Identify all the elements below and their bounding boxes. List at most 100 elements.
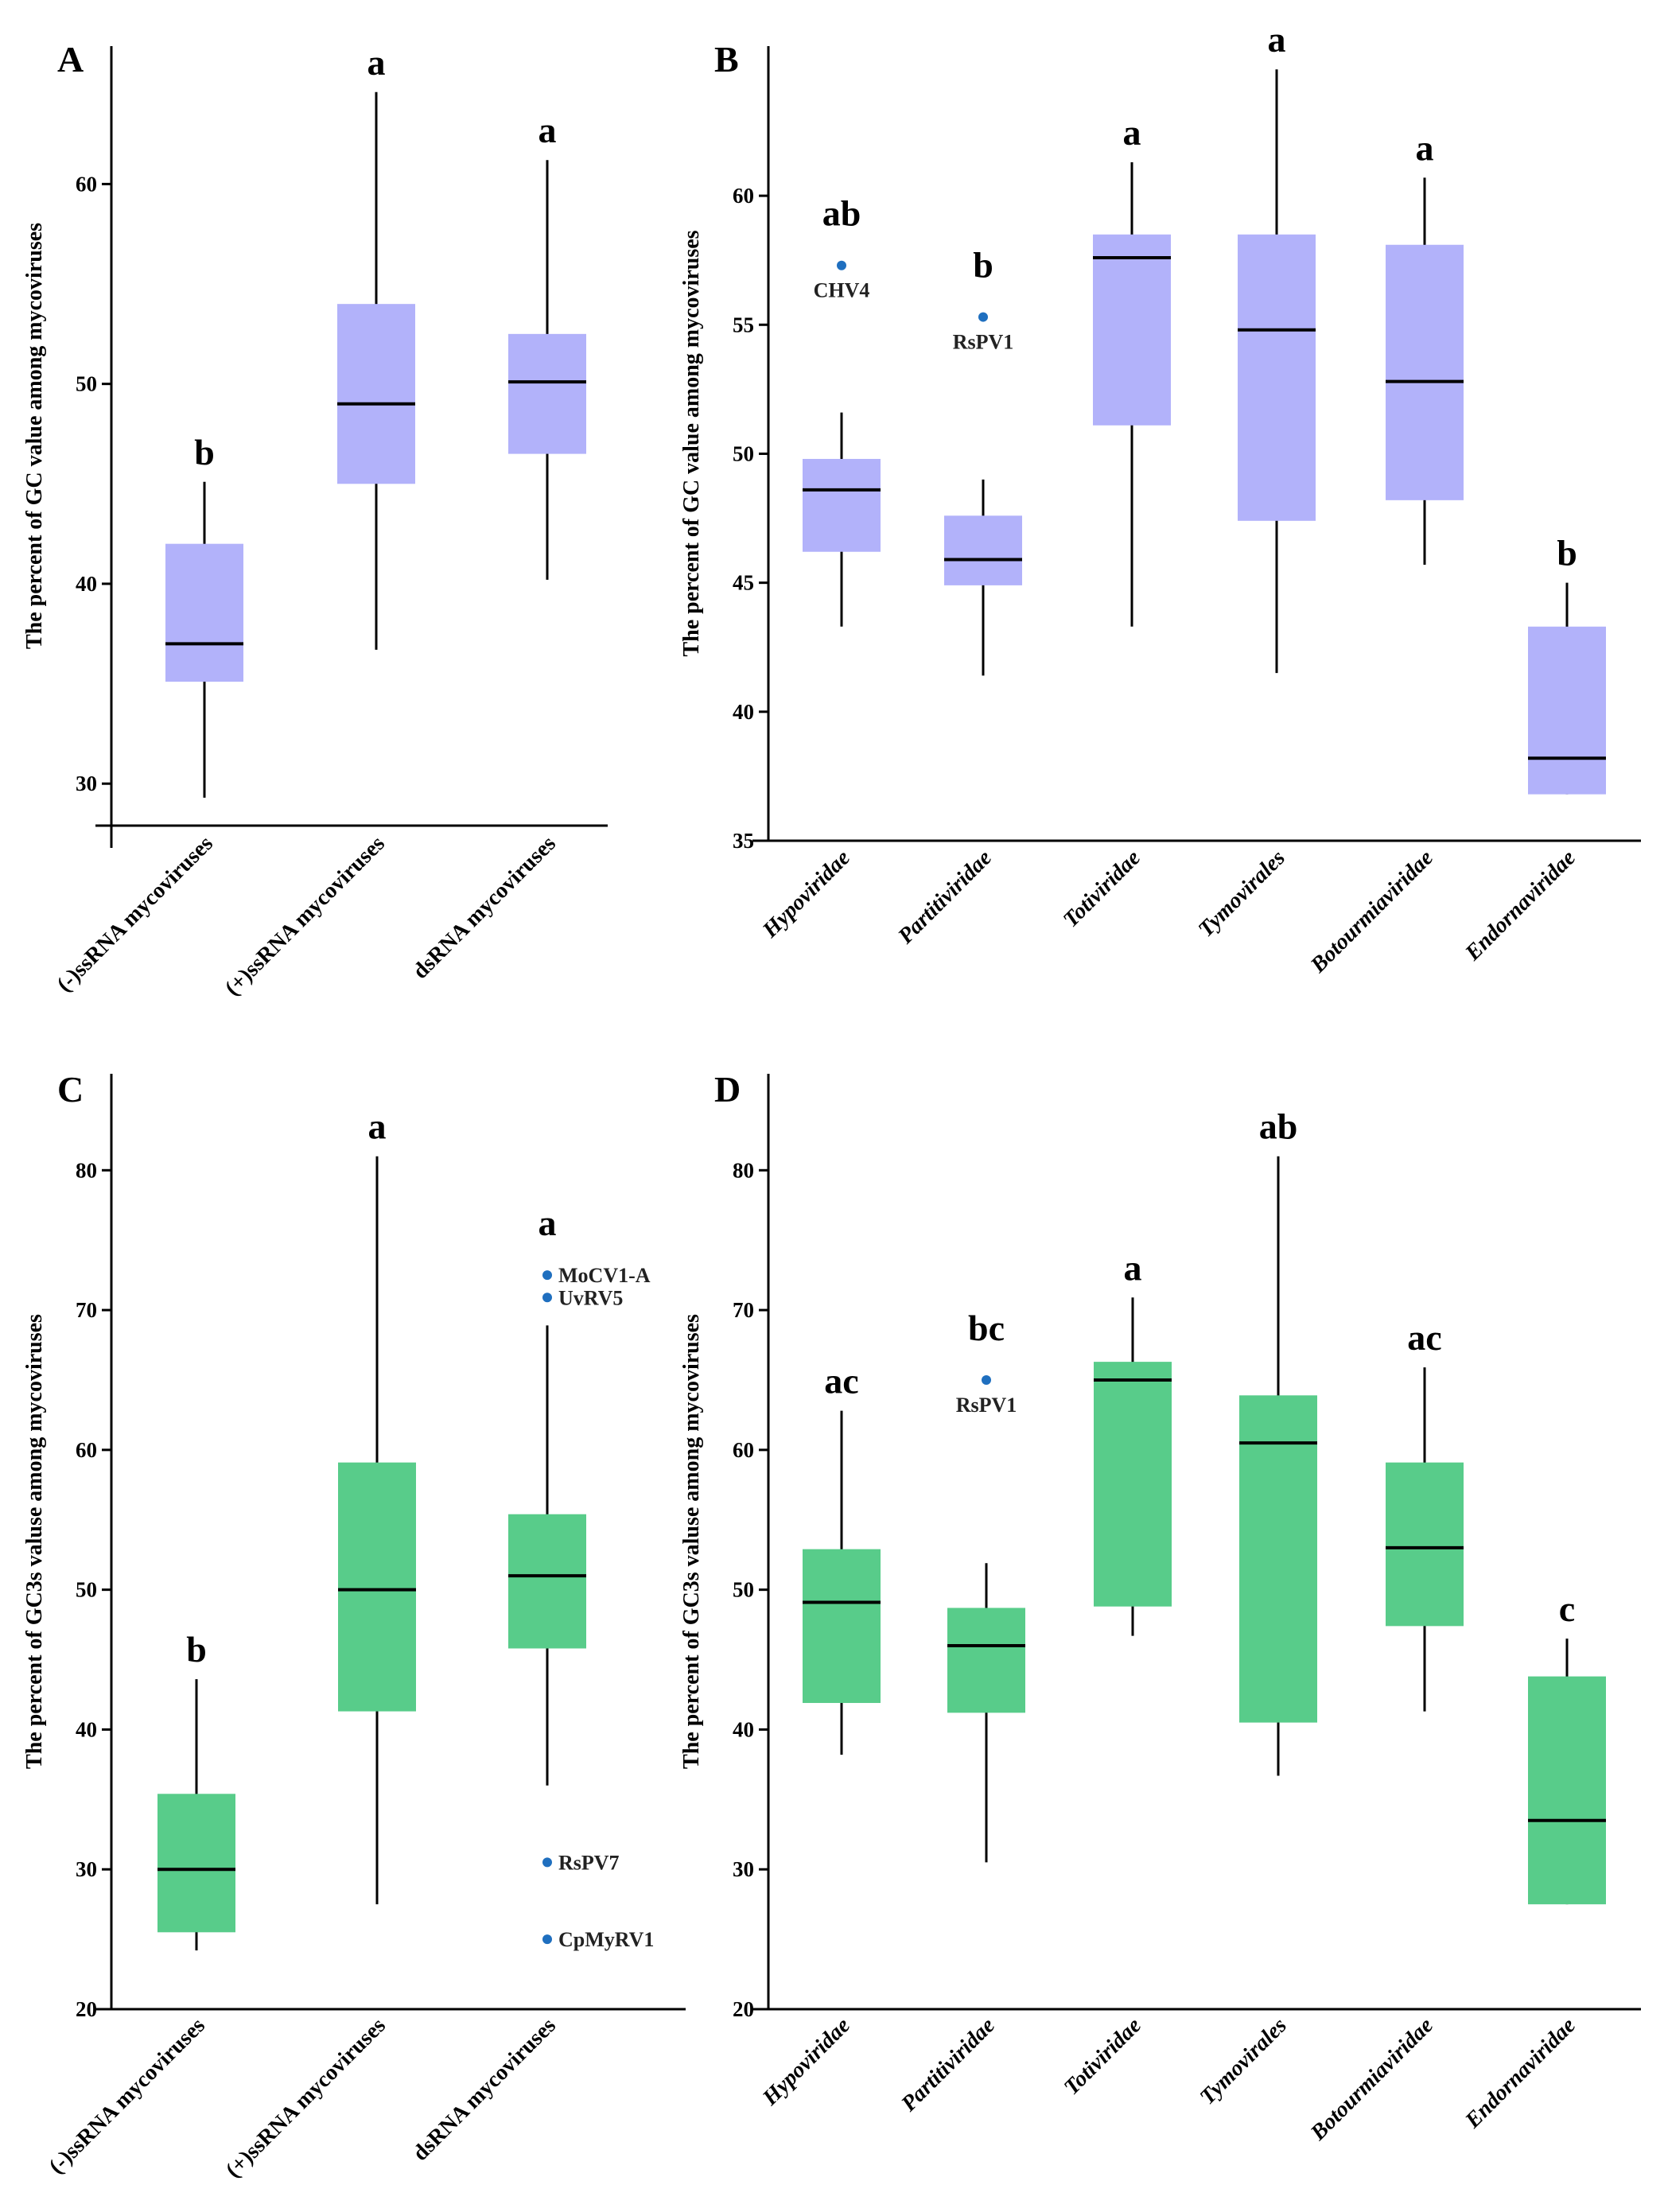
box-d-partitiviridae xyxy=(947,1607,1025,1713)
y-tick-label-a-40: 40 xyxy=(76,572,97,596)
x-tick-label-d-endornaviridae: Endornaviridae xyxy=(1460,2013,1581,2133)
y-tick-label-c-60: 60 xyxy=(76,1438,97,1462)
y-tick-label-d-30: 30 xyxy=(733,1857,754,1881)
x-tick-label-b-tymovirales: Tymovirales xyxy=(1194,846,1290,942)
significance-letter-b-botourmiaviridae: a xyxy=(1416,127,1434,168)
y-tick-label-b-60: 60 xyxy=(733,184,754,208)
outlier-point-c-dsrna-mycoviruses-uvrv5 xyxy=(542,1293,552,1303)
box-c-ssrna-mycoviruses xyxy=(157,1794,235,1933)
y-tick-label-b-50: 50 xyxy=(733,441,754,465)
x-tick-label-a-ssrna-mycoviruses: (+)ssRNA mycoviruses xyxy=(220,831,390,1001)
outlier-point-c-dsrna-mycoviruses-rspv7 xyxy=(542,1857,552,1868)
y-tick-label-a-50: 50 xyxy=(76,372,97,396)
significance-letter-c-dsrna-mycoviruses: a xyxy=(539,1203,557,1243)
box-a-ssrna-mycoviruses xyxy=(165,543,243,682)
box-d-tymovirales xyxy=(1239,1395,1317,1723)
box-d-botourmiaviridae xyxy=(1386,1462,1464,1627)
outlier-point-c-dsrna-mycoviruses-mocv1-a xyxy=(542,1270,552,1281)
x-tick-label-b-hypoviridae: Hypoviridae xyxy=(757,846,855,943)
outlier-label-b-partitiviridae-rspv1: RsPV1 xyxy=(953,331,1014,354)
outlier-label-c-dsrna-mycoviruses-cpmyrv1: CpMyRV1 xyxy=(558,1928,654,1951)
panel-letter-d: D xyxy=(714,1069,741,1110)
significance-letter-d-totiviridae: a xyxy=(1124,1247,1142,1288)
y-axis-label-d: The percent of GC3s valuse among mycovir… xyxy=(679,1314,704,1769)
y-tick-label-b-45: 45 xyxy=(733,571,754,595)
panel-c: C 20 30 40 50 60 70 80 The percent of GC3s valus… xyxy=(22,1069,686,2183)
y-tick-label-a-30: 30 xyxy=(76,772,97,795)
box-a-dsrna-mycoviruses xyxy=(508,333,586,454)
box-b-totiviridae xyxy=(1093,234,1171,426)
x-tick-label-b-endornaviridae: Endornaviridae xyxy=(1460,846,1581,966)
y-tick-label-a-60: 60 xyxy=(76,172,97,196)
box-d-totiviridae xyxy=(1094,1362,1172,1607)
significance-letter-a-ssrna-mycoviruses: b xyxy=(194,432,215,472)
box-d-endornaviridae xyxy=(1528,1676,1606,1905)
y-tick-label-c-30: 30 xyxy=(76,1857,97,1881)
y-tick-label-c-40: 40 xyxy=(76,1717,97,1741)
box-c-dsrna-mycoviruses xyxy=(508,1514,586,1649)
significance-letter-a-ssrna-mycoviruses: a xyxy=(367,42,386,83)
y-tick-label-d-80: 80 xyxy=(733,1158,754,1182)
panel-letter-c: C xyxy=(57,1069,84,1110)
significance-letter-c-ssrna-mycoviruses: b xyxy=(186,1629,207,1670)
y-tick-label-c-20: 20 xyxy=(76,1997,97,2021)
y-tick-label-b-40: 40 xyxy=(733,700,754,724)
box-b-hypoviridae xyxy=(803,458,881,552)
significance-letter-d-hypoviridae: ac xyxy=(824,1361,858,1401)
significance-letter-d-endornaviridae: c xyxy=(1559,1588,1575,1629)
y-tick-label-d-70: 70 xyxy=(733,1298,754,1322)
y-tick-label-b-35: 35 xyxy=(733,829,754,853)
x-tick-label-d-partitiviridae: Partitiviridae xyxy=(896,2013,1000,2117)
x-tick-label-b-totiviridae: Totiviridae xyxy=(1059,846,1145,932)
significance-letter-b-tymovirales: a xyxy=(1268,19,1286,60)
outlier-point-d-partitiviridae-rspv1 xyxy=(982,1374,991,1385)
outlier-label-c-dsrna-mycoviruses-rspv7: RsPV7 xyxy=(558,1851,620,1874)
box-c-ssrna-mycoviruses xyxy=(338,1462,416,1712)
x-tick-label-c-dsrna-mycoviruses: dsRNA mycoviruses xyxy=(408,2013,561,2166)
y-tick-label-c-50: 50 xyxy=(76,1578,97,1602)
outlier-point-b-partitiviridae-rspv1 xyxy=(978,312,988,322)
y-tick-label-d-50: 50 xyxy=(733,1578,754,1602)
y-tick-label-d-40: 40 xyxy=(733,1717,754,1741)
outlier-label-d-partitiviridae-rspv1: RsPV1 xyxy=(956,1394,1017,1417)
x-tick-label-d-hypoviridae: Hypoviridae xyxy=(757,2013,855,2111)
outlier-label-c-dsrna-mycoviruses-mocv1-a: MoCV1-A xyxy=(558,1264,651,1287)
x-tick-label-d-totiviridae: Totiviridae xyxy=(1060,2013,1146,2100)
x-tick-label-c-ssrna-mycoviruses: (+)ssRNA mycoviruses xyxy=(221,2013,391,2183)
y-axis-label-a: The percent of GC value among mycoviruse… xyxy=(22,223,47,649)
outlier-label-b-hypoviridae-chv4: CHV4 xyxy=(814,279,870,302)
significance-letter-b-totiviridae: a xyxy=(1123,112,1141,153)
box-b-tymovirales xyxy=(1238,234,1316,521)
significance-letter-d-botourmiaviridae: ac xyxy=(1407,1317,1441,1358)
y-tick-label-c-80: 80 xyxy=(76,1158,97,1182)
x-tick-label-b-partitiviridae: Partitiviridae xyxy=(893,846,997,949)
y-tick-label-d-60: 60 xyxy=(733,1438,754,1462)
panel-a: A 30 40 50 60 The percent of GC value among m… xyxy=(22,39,608,1001)
outlier-point-b-hypoviridae-chv4 xyxy=(837,260,846,270)
y-axis-label-b: The percent of GC value among mycoviruse… xyxy=(679,230,704,656)
y-tick-label-b-55: 55 xyxy=(733,313,754,336)
y-tick-label-d-20: 20 xyxy=(733,1997,754,2021)
panel-letter-b: B xyxy=(714,39,739,80)
x-tick-label-d-botourmiaviridae: Botourmiaviridae xyxy=(1305,2013,1438,2146)
significance-letter-b-partitiviridae: b xyxy=(973,245,993,286)
box-a-ssrna-mycoviruses xyxy=(337,304,415,484)
box-b-endornaviridae xyxy=(1528,626,1606,795)
panel-d: D 20 30 40 50 60 70 80 The percent of GC3s valus… xyxy=(679,1069,1641,2146)
significance-letter-a-dsrna-mycoviruses: a xyxy=(539,110,557,150)
panel-b: B 35 40 45 50 55 60 The percent of GC value amo… xyxy=(679,19,1641,978)
y-tick-label-c-70: 70 xyxy=(76,1298,97,1322)
y-axis-label-c: The percent of GC3s valuse among mycovir… xyxy=(22,1314,47,1769)
x-tick-label-a-ssrna-mycoviruses: (-)ssRNA mycoviruses xyxy=(52,831,218,997)
box-b-botourmiaviridae xyxy=(1386,244,1464,500)
x-tick-label-d-tymovirales: Tymovirales xyxy=(1196,2013,1292,2109)
outlier-label-c-dsrna-mycoviruses-uvrv5: UvRV5 xyxy=(558,1286,623,1309)
significance-letter-b-hypoviridae: ab xyxy=(822,193,861,234)
box-d-hypoviridae xyxy=(803,1549,881,1704)
outlier-point-c-dsrna-mycoviruses-cpmyrv1 xyxy=(542,1934,552,1945)
significance-letter-d-partitiviridae: bc xyxy=(968,1308,1005,1348)
panel-letter-a: A xyxy=(57,39,84,80)
significance-letter-b-endornaviridae: b xyxy=(1557,533,1577,573)
significance-letter-c-ssrna-mycoviruses: a xyxy=(368,1106,387,1147)
